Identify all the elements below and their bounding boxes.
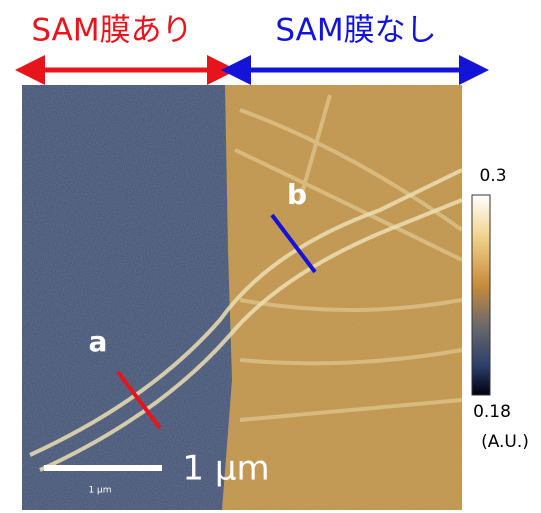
label-with-sam: SAM膜あり — [31, 13, 192, 49]
colorbar-max: 0.3 — [479, 166, 506, 186]
colorbar-min: 0.18 — [473, 402, 511, 422]
label-without-sam: SAM膜なし — [275, 13, 436, 49]
scale-bar-label: 1 μm — [182, 449, 269, 489]
figure: SAM膜あり SAM膜なし a b 1 μm 1 μm 0.3 0.18 (A.… — [0, 0, 541, 513]
afm-image — [22, 85, 462, 510]
scale-bar-small-label: 1 μm — [88, 486, 111, 496]
colorbar — [472, 195, 490, 395]
label-a: a — [89, 325, 108, 358]
colorbar-unit: (A.U.) — [481, 432, 529, 452]
page: SAM膜あり SAM膜なし a b 1 μm 1 μm 0.3 0.18 (A.… — [0, 0, 541, 513]
label-b: b — [287, 178, 307, 211]
